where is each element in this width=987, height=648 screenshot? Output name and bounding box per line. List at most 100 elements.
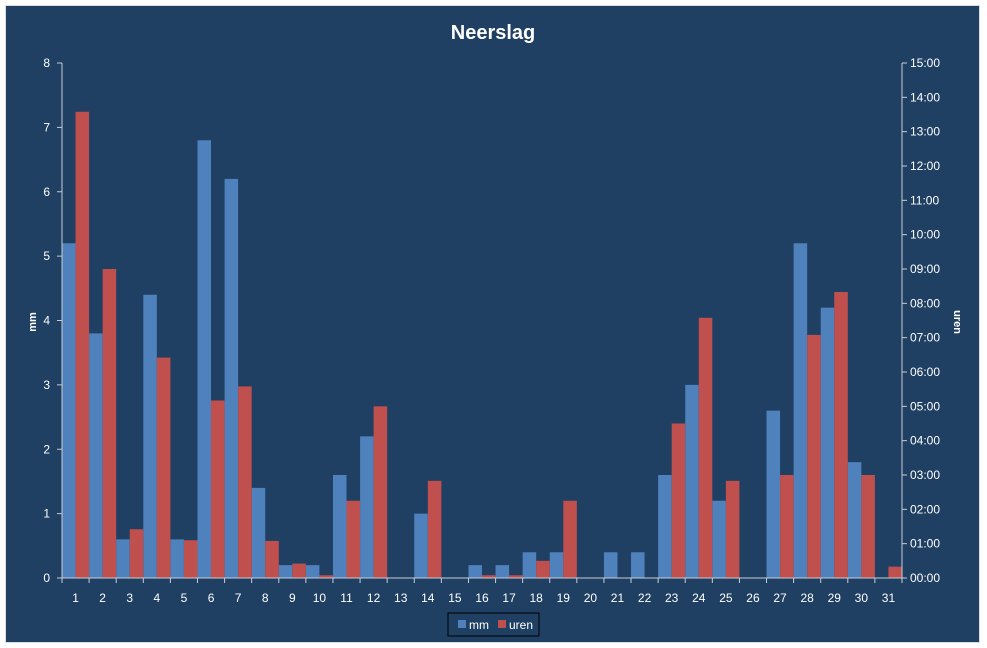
x-tick-label: 11	[340, 591, 353, 605]
bar-mm-29	[820, 307, 835, 578]
bar-uren-29	[834, 292, 848, 578]
bar-uren-19	[563, 500, 577, 578]
bar-mm-19	[549, 552, 564, 578]
x-tick-label: 26	[746, 591, 760, 605]
bar-uren-7	[238, 386, 252, 578]
bar-mm-18	[522, 552, 537, 578]
x-tick-label: 5	[181, 591, 188, 605]
y-right-tick-label: 08:00	[910, 296, 940, 310]
bar-mm-7	[224, 178, 239, 578]
x-tick-label: 8	[262, 591, 269, 605]
y-right-tick-label: 10:00	[910, 228, 940, 242]
y-right-tick-label: 04:00	[910, 434, 940, 448]
y-right-tick-label: 03:00	[910, 468, 940, 482]
bar-uren-25	[725, 480, 740, 578]
bar-uren-17	[509, 575, 523, 578]
bar-mm-12	[360, 436, 374, 578]
y-right-tick-label: 15:00	[910, 56, 940, 70]
x-tick-label: 4	[153, 591, 160, 605]
x-tick-label: 10	[313, 591, 327, 605]
y-left-tick-label: 7	[43, 120, 50, 134]
legend-box	[447, 612, 540, 637]
x-tick-label: 14	[421, 591, 435, 605]
bar-mm-16	[468, 565, 482, 578]
y-left-tick-label: 6	[43, 185, 50, 199]
legend-label-uren: uren	[509, 618, 533, 632]
bar-mm-23	[658, 475, 672, 578]
bar-mm-17	[495, 565, 510, 578]
x-tick-label: 17	[502, 591, 516, 605]
x-tick-label: 16	[475, 591, 489, 605]
bar-mm-4	[143, 294, 157, 578]
y-left-tick-label: 1	[43, 507, 50, 521]
x-tick-label: 6	[208, 591, 215, 605]
bar-mm-9	[278, 565, 293, 578]
chart-title: Neerslag	[451, 22, 536, 44]
y-axis-right-ticks: 00:00 01:00 02:00 03:00 04:00 05:00 06:00 07:00…	[902, 56, 940, 585]
bar-uren-23	[671, 423, 686, 578]
y-left-tick-label: 5	[43, 249, 50, 263]
bar-mm-6	[197, 140, 212, 578]
bar-mm-5	[170, 539, 184, 578]
bar-uren-14	[427, 480, 442, 578]
bar-uren-4	[156, 357, 171, 578]
x-tick-label: 29	[828, 591, 842, 605]
bar-uren-30	[861, 475, 875, 578]
x-tick-label: 28	[800, 591, 814, 605]
bar-mm-3	[116, 539, 130, 578]
x-tick-label: 23	[665, 591, 679, 605]
bar-mm-27	[766, 410, 781, 578]
bar-uren-10	[319, 575, 333, 578]
x-tick-label: 25	[719, 591, 733, 605]
series-mm-bars	[62, 140, 862, 578]
bar-uren-31	[888, 566, 902, 578]
legend: mm uren	[447, 612, 540, 637]
bar-uren-1	[75, 111, 90, 579]
y-left-tick-label: 0	[43, 571, 50, 585]
bar-uren-28	[807, 334, 821, 578]
legend-swatch-uren	[498, 620, 506, 628]
bar-uren-3	[129, 529, 144, 578]
x-tick-label: 12	[367, 591, 381, 605]
bar-uren-6	[211, 400, 225, 578]
bar-mm-2	[89, 333, 103, 578]
bar-mm-14	[414, 513, 428, 578]
bar-mm-1	[62, 243, 76, 578]
bar-mm-8	[251, 487, 266, 578]
y-right-tick-label: 00:00	[910, 571, 940, 585]
x-tick-label: 27	[773, 591, 787, 605]
x-tick-label: 15	[448, 591, 462, 605]
y-left-tick-label: 2	[43, 442, 50, 456]
x-tick-label: 21	[611, 591, 625, 605]
x-tick-label: 3	[126, 591, 133, 605]
bar-uren-12	[373, 406, 388, 578]
x-tick-label: 30	[855, 591, 869, 605]
y-right-tick-label: 13:00	[910, 125, 940, 139]
y-axis-right-label: uren	[951, 310, 963, 334]
bar-mm-24	[685, 384, 699, 578]
y-axis-left-label: mm	[27, 312, 39, 332]
x-tick-label: 24	[692, 591, 706, 605]
x-tick-label: 1	[72, 591, 79, 605]
bar-uren-2	[102, 269, 117, 578]
y-right-tick-label: 12:00	[910, 159, 940, 173]
x-tick-label: 9	[289, 591, 296, 605]
bar-uren-9	[292, 563, 306, 578]
y-right-tick-label: 01:00	[910, 537, 940, 551]
y-right-tick-label: 09:00	[910, 262, 940, 276]
x-tick-label: 7	[235, 591, 242, 605]
y-left-tick-label: 8	[43, 56, 50, 70]
x-tick-label: 20	[584, 591, 598, 605]
bar-mm-11	[332, 475, 347, 578]
bar-uren-16	[482, 575, 496, 578]
y-right-tick-label: 11:00	[910, 193, 939, 207]
bar-mm-10	[305, 565, 320, 578]
x-tick-label: 22	[638, 591, 652, 605]
bar-mm-25	[712, 500, 726, 578]
legend-swatch-mm	[458, 620, 466, 628]
bar-mm-21	[603, 552, 618, 578]
x-tick-label: 18	[530, 591, 544, 605]
y-right-tick-label: 14:00	[910, 90, 940, 104]
